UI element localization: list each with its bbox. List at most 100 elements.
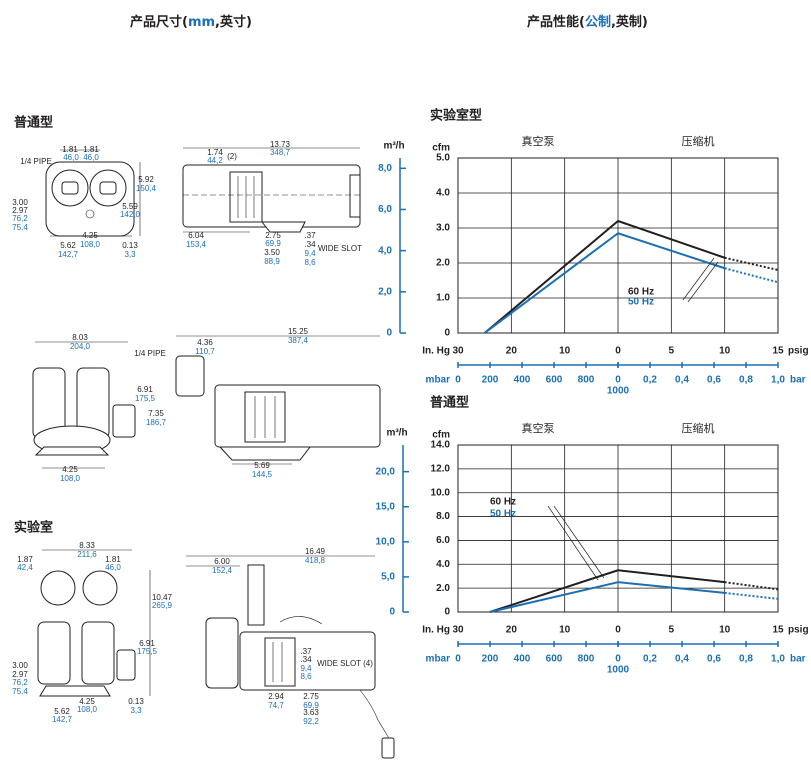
dimension-label: 3.50 <box>264 248 280 257</box>
dimension-label: 9,4 <box>300 664 312 673</box>
twin-pump-front-drawing <box>32 341 136 469</box>
dimension-label: 1.81 <box>83 145 99 154</box>
metric-tick-label: 800 <box>578 654 595 665</box>
dimension-label: 69,9 <box>265 239 281 248</box>
metric-tick-label: 1,0 <box>771 375 785 386</box>
dimension-label: 142,0 <box>120 210 141 219</box>
legend-label: 60 Hz <box>628 287 654 298</box>
annotation-line <box>547 505 599 581</box>
dimension-label: 5.59 <box>122 202 138 211</box>
dimension-label: 4.25 <box>62 465 78 474</box>
pump-front-drawing <box>45 149 141 237</box>
dimension-label: 75,4 <box>12 687 28 696</box>
series-line <box>489 581 619 613</box>
y-tick-label: 3.0 <box>436 223 450 234</box>
y-tick-label: 2.0 <box>436 258 450 269</box>
section-label: 实验室 <box>14 520 53 536</box>
dimension-label: 5.92 <box>138 175 154 184</box>
metric-tick-label: 0,8 <box>739 654 753 665</box>
dimension-label: 3,3 <box>130 706 142 715</box>
dimension-label: 5.62 <box>54 707 70 716</box>
y-tick-label: 4.0 <box>436 559 450 570</box>
metric-axis-label: bar <box>790 654 806 665</box>
y-tick-label: 4.0 <box>436 188 450 199</box>
dimension-label: 186,7 <box>146 418 167 427</box>
y2-axis-label: m³/h <box>386 428 407 439</box>
header-part: ,英制) <box>611 14 648 30</box>
metric-tick-label: 0,4 <box>675 654 689 665</box>
x-tick-label: 0 <box>615 346 621 357</box>
dimension-label: 8.03 <box>72 333 88 342</box>
y2-tick-label: 6,0 <box>378 204 392 215</box>
dimension-label: 348,7 <box>270 148 291 157</box>
y2-axis-label: m³/h <box>383 141 404 152</box>
dimension-label: 6.04 <box>188 231 204 240</box>
dimension-label: 2.97 <box>12 206 28 215</box>
metric-tick-label: 0,6 <box>707 375 721 386</box>
dimension-label: 46,0 <box>63 153 79 162</box>
dimension-label: 76,2 <box>12 214 28 223</box>
dimension-label: 204,0 <box>70 342 91 351</box>
y2-tick-label: 4,0 <box>378 245 392 256</box>
y-tick-label: 14.0 <box>431 440 451 451</box>
x-tick-label: 10 <box>719 346 731 357</box>
header-part: mm <box>188 15 215 30</box>
metric-tick-label: 0,8 <box>739 375 753 386</box>
y2-tick-label: 0 <box>386 328 392 339</box>
dimension-label: 1.74 <box>207 148 223 157</box>
legend-label: 60 Hz <box>490 497 516 508</box>
y-tick-label: 12.0 <box>431 463 451 474</box>
dimension-label: .34 <box>300 655 312 664</box>
metric-tick-label: 600 <box>546 375 563 386</box>
y2-tick-label: 20,0 <box>376 466 396 477</box>
annotation-line <box>553 505 605 579</box>
drawing-note: WIDE SLOT (4) <box>317 659 373 668</box>
dimension-label: 6.91 <box>139 639 155 648</box>
dimension-label: 44,2 <box>207 156 223 165</box>
metric-axis-label: mbar <box>426 375 451 386</box>
series-line <box>617 220 725 259</box>
dimension-label: 42,4 <box>17 563 33 572</box>
metric-axis-label: bar <box>790 375 806 386</box>
dimension-label: 2.75 <box>265 231 281 240</box>
dimension-label: 175,5 <box>137 647 158 656</box>
y2-tick-label: 8,0 <box>378 163 392 174</box>
series-line <box>489 569 619 613</box>
dimension-label: 5.62 <box>60 241 76 250</box>
x-axis-label: In. Hg <box>422 346 450 357</box>
drawing-note: 1/4 PIPE <box>20 157 52 166</box>
dimension-label: 2.75 <box>303 692 319 701</box>
y2-tick-label: 0 <box>389 607 395 618</box>
metric-tick-label: 0 <box>455 375 461 386</box>
metric-tick-label: 1000 <box>607 665 630 676</box>
y2-tick-label: 5,0 <box>381 572 395 583</box>
y-tick-label: 1.0 <box>436 293 450 304</box>
x-tick-label: 5 <box>669 625 675 636</box>
section-heading: 真空泵 <box>522 421 555 435</box>
y-tick-label: 5.0 <box>436 153 450 164</box>
dimension-label: 152,4 <box>212 566 233 575</box>
metric-tick-label: 0,2 <box>643 654 657 665</box>
dimension-label: .37 <box>304 231 316 240</box>
x-tick-label: 10 <box>559 346 571 357</box>
dimension-label: 108,0 <box>77 705 98 714</box>
header-right: 产品性能(公制,英制) <box>527 14 648 30</box>
section-heading: 真空泵 <box>522 134 555 148</box>
chart-title: 普通型 <box>430 395 469 411</box>
dimension-label: 1.87 <box>17 555 33 564</box>
y-tick-label: 10.0 <box>431 487 451 498</box>
y2-tick-label: 15,0 <box>376 501 396 512</box>
lab-pump-side-drawing <box>186 555 395 759</box>
dimension-label: 3.00 <box>12 198 28 207</box>
dimension-label: 175,5 <box>135 394 156 403</box>
header-part: 产品性能( <box>527 14 585 30</box>
dimension-label: 74,7 <box>268 701 284 710</box>
dimension-label: 418,8 <box>305 556 326 565</box>
x-axis-label: psig <box>788 346 809 357</box>
section-heading: 压缩机 <box>682 134 715 148</box>
dimension-label: 92,2 <box>303 717 319 726</box>
drawing-note: (2) <box>227 152 237 161</box>
dimension-label: 108,0 <box>80 240 101 249</box>
x-tick-label: 20 <box>506 346 518 357</box>
metric-tick-label: 600 <box>546 654 563 665</box>
